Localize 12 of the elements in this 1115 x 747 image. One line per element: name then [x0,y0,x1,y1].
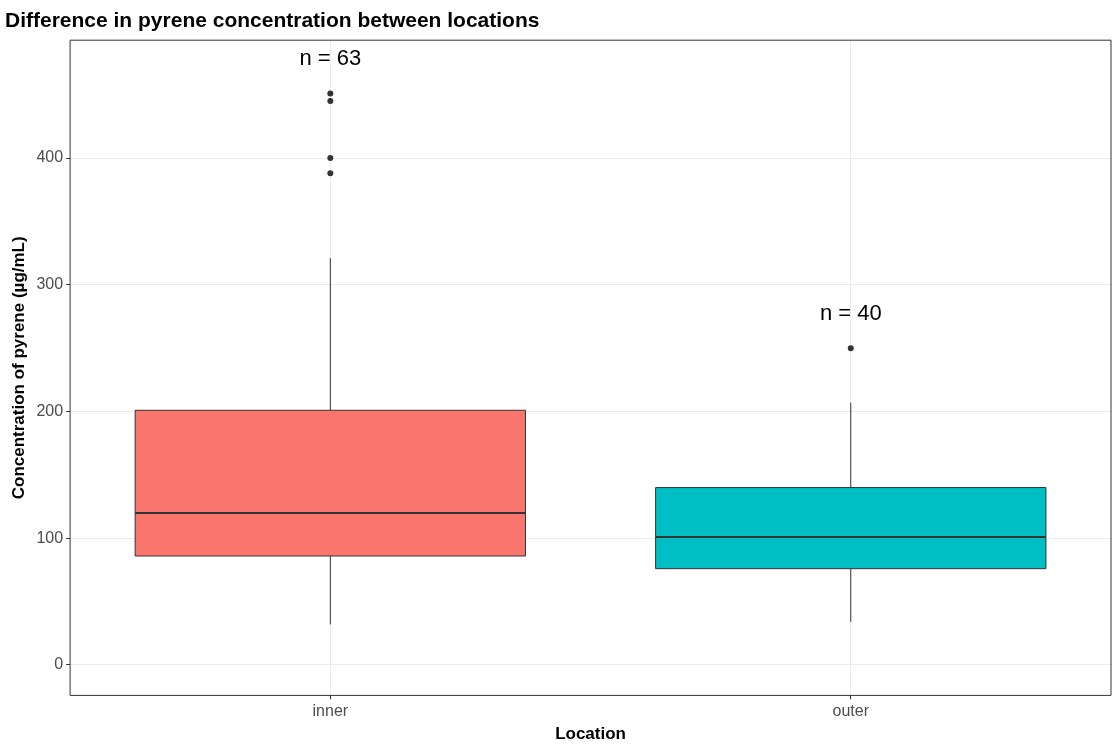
annotation: n = 40 [819,300,882,326]
y-tick-label: 400 [36,148,64,166]
x-tick-label: outer [832,702,870,720]
chart-title: Difference in pyrene concentration between locations [5,8,540,32]
y-tick-label: 0 [54,655,64,673]
y-tick-label: 100 [36,528,64,546]
annotation: n = 63 [299,45,362,71]
y-tick-label: 300 [36,275,64,293]
y-tick-label: 200 [36,401,64,419]
y-axis-title: Concentration of pyrene (µg/mL) [8,236,28,500]
x-tick-label: inner [312,702,349,720]
x-axis-title: Location [555,724,626,744]
